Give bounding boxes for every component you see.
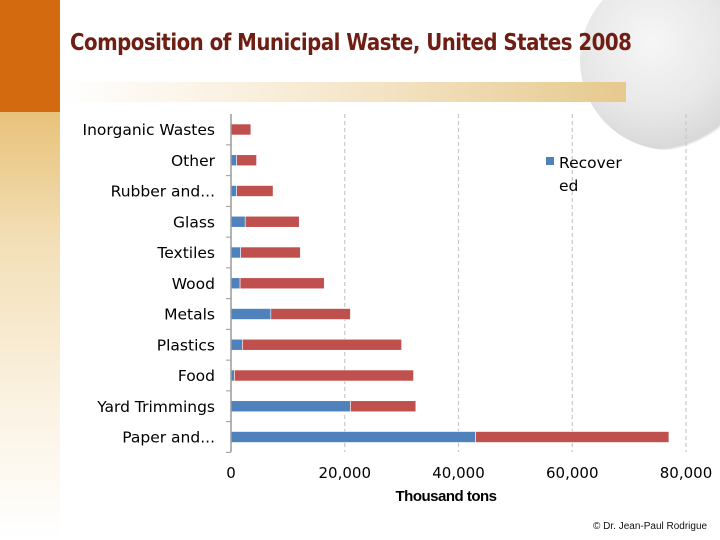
category-label: Yard Trimmings xyxy=(96,398,215,416)
bar-discarded xyxy=(234,369,414,382)
category-labels: Inorganic Wastes Other Rubber and... Glass T… xyxy=(83,121,216,447)
bar-recovered xyxy=(230,338,243,351)
category-label: Food xyxy=(178,367,215,385)
bar-recovered xyxy=(230,185,237,197)
title-underline-bar xyxy=(60,82,626,102)
x-tick-label: 0 xyxy=(226,464,236,482)
gridlines xyxy=(226,114,687,453)
x-tick-labels: 0 20,000 40,000 60,000 80,000 xyxy=(226,464,712,482)
bar-discarded xyxy=(236,154,257,167)
bar-discarded xyxy=(350,400,417,413)
bar-recovered xyxy=(230,431,476,443)
category-label: Metals xyxy=(164,306,215,324)
bar-recovered xyxy=(230,154,237,167)
category-label: Paper and... xyxy=(122,429,215,447)
bar-discarded xyxy=(242,338,402,351)
category-label: Glass xyxy=(173,213,215,231)
bar-recovered xyxy=(230,308,272,320)
bar-discarded xyxy=(236,185,274,197)
bar-discarded xyxy=(270,308,351,320)
category-label: Rubber and... xyxy=(111,183,215,201)
bar-discarded xyxy=(240,246,301,259)
bar-recovered xyxy=(230,246,241,259)
category-label: Inorganic Wastes xyxy=(83,121,216,139)
category-label: Textiles xyxy=(156,244,215,262)
legend-swatch-recovered xyxy=(546,157,554,165)
bar-discarded xyxy=(239,277,325,290)
x-tick-label: 40,000 xyxy=(432,464,485,482)
credit-text: © Dr. Jean-Paul Rodrigue xyxy=(593,521,708,532)
category-label: Other xyxy=(171,152,216,170)
bar-discarded xyxy=(475,431,670,443)
legend-label-line-1: Recover xyxy=(559,154,622,172)
bar-recovered xyxy=(230,277,241,290)
x-tick-label: 60,000 xyxy=(546,464,599,482)
category-label: Wood xyxy=(172,275,215,293)
x-tick-label: 80,000 xyxy=(660,464,713,482)
bar-recovered xyxy=(230,215,246,228)
accent-band-left xyxy=(0,112,60,540)
bar-discarded xyxy=(230,123,252,136)
category-label: Plastics xyxy=(157,336,215,354)
bar-recovered xyxy=(230,400,351,413)
bars xyxy=(230,123,670,443)
bar-discarded xyxy=(244,215,300,228)
x-axis-title: Thousand tons xyxy=(396,488,497,505)
slide-title: Composition of Municipal Waste, United S… xyxy=(70,30,632,56)
legend-label-line-2: ed xyxy=(559,177,578,195)
x-tick-label: 20,000 xyxy=(319,464,372,482)
accent-band-top xyxy=(0,0,60,112)
legend: Recover ed xyxy=(546,154,622,195)
